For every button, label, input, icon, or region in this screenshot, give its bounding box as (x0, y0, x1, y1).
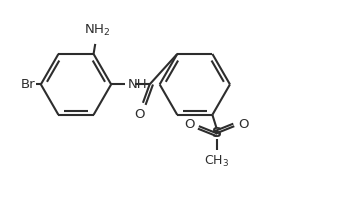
Text: CH$_3$: CH$_3$ (204, 154, 229, 169)
Text: O: O (134, 108, 145, 121)
Text: NH$_2$: NH$_2$ (84, 23, 110, 38)
Text: O: O (184, 118, 195, 131)
Text: Br: Br (21, 78, 36, 91)
Text: O: O (238, 118, 249, 131)
Text: NH: NH (128, 78, 147, 91)
Text: S: S (212, 126, 222, 140)
